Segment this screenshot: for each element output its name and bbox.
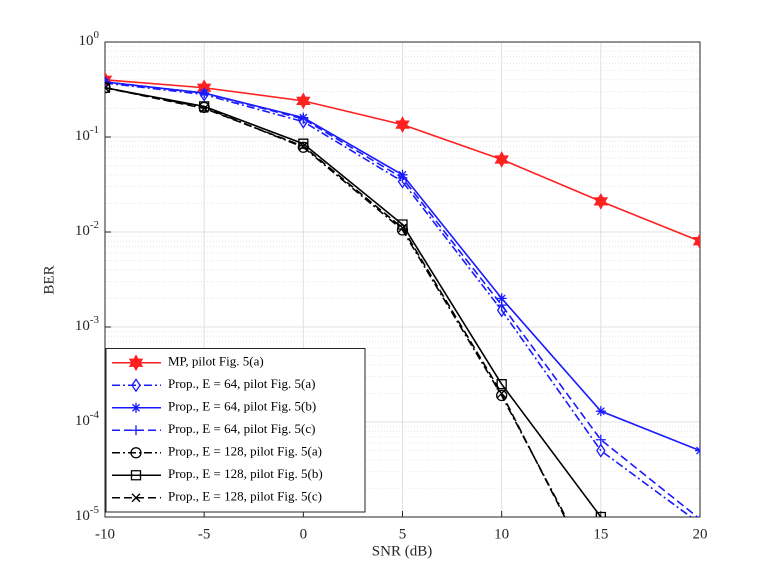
data-point [593, 193, 609, 210]
x-tick-label: 0 [300, 526, 308, 542]
data-point [105, 82, 111, 93]
data-point [296, 92, 311, 110]
legend-label: Prop., E = 64, pilot Fig. 5(b) [168, 399, 316, 414]
data-point [596, 578, 606, 583]
series-line [105, 86, 566, 517]
x-tick-label: 15 [593, 526, 608, 542]
x-tick-label: 5 [399, 526, 407, 542]
x-tick-label: -5 [198, 526, 211, 542]
legend-marker [128, 354, 144, 372]
plot-clip [105, 71, 700, 583]
legend-label: MP, pilot Fig. 5(a) [168, 354, 264, 369]
data-point [692, 232, 700, 250]
legend-marker [131, 493, 141, 503]
x-tick-label: 20 [693, 526, 708, 542]
data-point [105, 76, 110, 87]
legend: MP, pilot Fig. 5(a) Prop., E = 64, pilot … [105, 348, 366, 513]
legend-label: Prop., E = 64, pilot Fig. 5(a) [168, 376, 315, 391]
data-point [494, 151, 509, 168]
data-point [105, 75, 110, 91]
data-point [497, 388, 507, 398]
data-point [595, 434, 606, 445]
data-point [395, 116, 410, 133]
y-tick-label: 100 [79, 29, 100, 50]
legend-marker [131, 425, 141, 436]
data-point [298, 141, 308, 151]
x-tick-label: -10 [95, 526, 115, 542]
data-point [595, 511, 606, 517]
data-point [496, 389, 508, 402]
data-point [496, 300, 507, 311]
data-point [397, 219, 408, 230]
legend-label: Prop., E = 128, pilot Fig. 5(a) [168, 444, 322, 459]
y-tick-label: 10-4 [75, 409, 100, 430]
data-point [298, 113, 309, 124]
data-point [595, 406, 606, 417]
legend-label: Prop., E = 64, pilot Fig. 5(c) [168, 421, 315, 436]
y-tick-label: 10-3 [75, 314, 100, 335]
legend-marker [130, 470, 142, 481]
data-point [397, 174, 408, 189]
data-point [397, 173, 408, 184]
data-point [199, 103, 209, 113]
data-point [398, 223, 407, 233]
series-line [105, 86, 602, 517]
y-tick-label: 10-2 [75, 219, 99, 240]
data-point [298, 138, 309, 149]
x-axis-label: SNR (dB) [372, 543, 432, 559]
data-point [695, 445, 700, 456]
y-axis-label: BER [41, 265, 57, 294]
legend-label: Prop., E = 128, pilot Fig. 5(b) [168, 466, 323, 481]
data-point [496, 293, 507, 304]
y-tick-label: 10-5 [75, 504, 100, 525]
data-point [105, 83, 110, 93]
axes-box [104, 41, 701, 518]
legend-marker [130, 447, 142, 459]
data-point [596, 443, 606, 458]
legend-label: Prop., E = 128, pilot Fig. 5(c) [168, 489, 322, 504]
legend-marker [131, 378, 141, 393]
data-point [199, 88, 210, 99]
x-tick-label: 10 [494, 526, 509, 542]
legend-marker [131, 402, 141, 413]
y-tick-label: 10-1 [75, 124, 99, 145]
